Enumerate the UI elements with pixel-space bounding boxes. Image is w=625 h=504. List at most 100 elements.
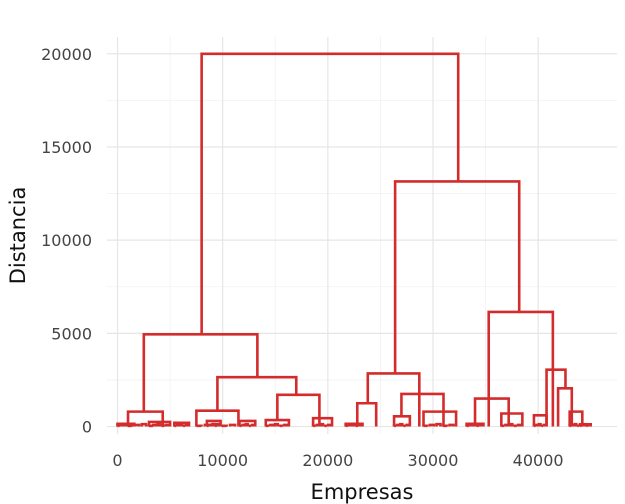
dendrogram-leaf-link xyxy=(238,424,243,428)
dendrogram-merge xyxy=(147,420,172,427)
x-tick-labels: 0 10000 20000 30000 40000 xyxy=(112,451,563,470)
dendrogram-leaf-link xyxy=(178,422,184,427)
dendrogram-merge xyxy=(276,393,321,427)
dendrogram-leaf-link xyxy=(587,423,592,427)
dendrogram-leaf-link xyxy=(357,423,363,427)
dendrogram-merge xyxy=(400,392,445,427)
y-axis-title: Distancia xyxy=(6,187,30,285)
dendrogram-leaf-link xyxy=(422,424,429,428)
x-axis-title: Empresas xyxy=(311,480,414,504)
dendrogram-merge xyxy=(142,332,259,412)
dendrogram-leaf-link xyxy=(228,423,237,427)
dendrogram-leaf-link xyxy=(164,423,170,427)
grid xyxy=(107,37,617,434)
y-tick-label: 20000 xyxy=(41,45,92,64)
y-tick-label: 10000 xyxy=(41,231,92,250)
y-tick-label: 5000 xyxy=(51,324,92,343)
dendrogram-leaf-link xyxy=(323,424,329,428)
x-tick-label: 10000 xyxy=(197,451,248,470)
dendrogram-leaf-link xyxy=(475,424,481,428)
dendrogram-merge xyxy=(311,416,334,427)
dendrogram-leaf-link xyxy=(542,423,547,427)
dendrogram-leaf-link xyxy=(441,424,449,428)
dendrogram-leaf-link xyxy=(247,424,253,428)
dendrogram-leaf-link xyxy=(220,424,228,428)
dendrogram-leaf-link xyxy=(151,423,158,427)
dendrogram-leaf-link xyxy=(435,422,442,427)
y-tick-label: 0 xyxy=(82,418,92,437)
dendrogram-leaf-link xyxy=(351,422,356,427)
x-tick-label: 20000 xyxy=(302,451,353,470)
dendrogram-leaf-link xyxy=(500,424,506,428)
dendrogram-merge xyxy=(200,52,460,335)
dendrogram-leaf-link xyxy=(315,423,321,427)
dendrogram-leaf-link xyxy=(269,423,275,427)
dendrogram-leaf-link xyxy=(478,423,484,427)
dendrogram-leaf-link xyxy=(428,423,436,427)
dendrogram-leaf-link xyxy=(213,424,219,428)
dendrogram-leaf-link xyxy=(264,424,270,428)
dendrogram-leaf-link xyxy=(472,422,477,427)
x-tick-label: 40000 xyxy=(513,451,564,470)
dendrogram-leaf-link xyxy=(512,424,518,428)
dendrogram-leaf-link xyxy=(244,422,249,427)
dendrogram-leaf-link xyxy=(129,423,135,427)
dendrogram-leaf-link xyxy=(211,422,216,427)
dendrogram-leaf-link xyxy=(465,424,470,428)
dendrogram-leaf-link xyxy=(216,423,221,427)
dendrogram-leaf-link xyxy=(278,424,284,428)
dendrogram-merge xyxy=(545,368,567,427)
y-tick-label: 15000 xyxy=(41,138,92,157)
dendrogram-merge xyxy=(422,410,458,427)
dendrogram-leaf-link xyxy=(208,423,213,427)
dendrogram-leaf-link xyxy=(405,423,410,427)
dendrogram-leaf-link xyxy=(172,424,178,428)
dendrogram-merge xyxy=(393,180,521,374)
dendrogram-leaf-link xyxy=(516,423,522,427)
dendrogram-leaf-link xyxy=(282,423,289,427)
dendrogram-leaf-link xyxy=(508,422,514,427)
dendrogram-merge xyxy=(195,409,240,427)
dendrogram-leaf-link xyxy=(468,423,474,427)
dendrogram-leaf-link xyxy=(241,423,246,427)
dendrogram-leaf-link xyxy=(126,424,131,428)
dendrogram-leaf-link xyxy=(347,423,353,427)
dendrogram-leaf-link xyxy=(205,424,210,428)
dendrogram-leaf-link xyxy=(392,424,398,428)
dendrogram-leaf-link xyxy=(448,423,455,427)
dendrogram-leaf-link xyxy=(147,424,153,428)
dendrogram-leaf-link xyxy=(133,423,141,427)
dendrogram-leaf-link xyxy=(319,422,325,427)
x-tick-label: 30000 xyxy=(408,451,459,470)
x-tick-label: 0 xyxy=(112,451,122,470)
dendrogram-merge xyxy=(487,310,555,427)
dendrogram-merge xyxy=(392,414,412,427)
y-tick-labels: 0 5000 10000 15000 20000 xyxy=(41,45,92,437)
dendrogram-leaf-link xyxy=(273,422,280,427)
dendrogram-merge xyxy=(556,387,574,427)
dendrogram-leaf-link xyxy=(175,423,181,427)
dendrogram-leaf-link xyxy=(160,424,166,428)
dendrogram-merge xyxy=(264,418,291,427)
dendrogram-leaf-link xyxy=(399,422,404,427)
dendrogram-merge xyxy=(500,412,524,427)
dendrogram-merge xyxy=(216,375,298,411)
dendrogram-leaf-link xyxy=(181,424,187,428)
dendrogram-links xyxy=(116,52,593,428)
dendrogram-leaf-link xyxy=(326,423,332,427)
dendrogram-leaf-link xyxy=(119,423,125,427)
dendrogram-leaf-link xyxy=(116,424,121,428)
dendrogram-leaf-link xyxy=(395,423,401,427)
dendrogram-merge xyxy=(366,372,421,427)
dendrogram-merge xyxy=(532,414,548,427)
dendrogram-leaf-link xyxy=(122,422,128,427)
dendrogram-leaf-link xyxy=(504,423,510,427)
dendrogram-leaf-link xyxy=(140,422,148,427)
dendrogram-merge xyxy=(568,410,584,427)
dendrogram-leaf-link xyxy=(402,424,407,428)
dendrogram-merge xyxy=(355,401,378,427)
dendrogram-leaf-link xyxy=(250,423,256,427)
dendrogram-leaf-link xyxy=(344,424,350,428)
dendrogram-leaf-link xyxy=(311,424,317,428)
